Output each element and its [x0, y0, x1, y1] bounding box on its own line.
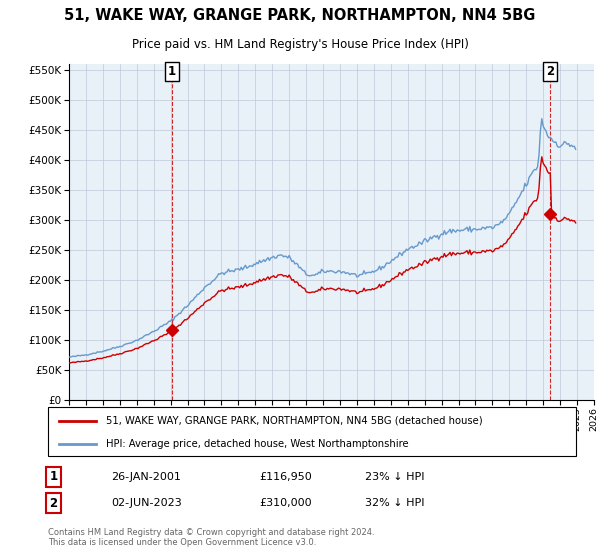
- Text: 2: 2: [49, 497, 58, 510]
- Text: 32% ↓ HPI: 32% ↓ HPI: [365, 498, 424, 508]
- Text: 51, WAKE WAY, GRANGE PARK, NORTHAMPTON, NN4 5BG: 51, WAKE WAY, GRANGE PARK, NORTHAMPTON, …: [64, 8, 536, 23]
- Text: 23% ↓ HPI: 23% ↓ HPI: [365, 472, 424, 482]
- Text: 1: 1: [49, 470, 58, 483]
- Text: 26-JAN-2001: 26-JAN-2001: [112, 472, 181, 482]
- Text: 02-JUN-2023: 02-JUN-2023: [112, 498, 182, 508]
- Text: 2: 2: [546, 65, 554, 78]
- Text: 1: 1: [168, 65, 176, 78]
- Text: Contains HM Land Registry data © Crown copyright and database right 2024.
This d: Contains HM Land Registry data © Crown c…: [48, 528, 374, 547]
- Text: Price paid vs. HM Land Registry's House Price Index (HPI): Price paid vs. HM Land Registry's House …: [131, 38, 469, 50]
- FancyBboxPatch shape: [48, 407, 576, 456]
- Text: £116,950: £116,950: [259, 472, 312, 482]
- Text: 51, WAKE WAY, GRANGE PARK, NORTHAMPTON, NN4 5BG (detached house): 51, WAKE WAY, GRANGE PARK, NORTHAMPTON, …: [106, 416, 483, 426]
- Text: £310,000: £310,000: [259, 498, 312, 508]
- Text: HPI: Average price, detached house, West Northamptonshire: HPI: Average price, detached house, West…: [106, 439, 409, 449]
